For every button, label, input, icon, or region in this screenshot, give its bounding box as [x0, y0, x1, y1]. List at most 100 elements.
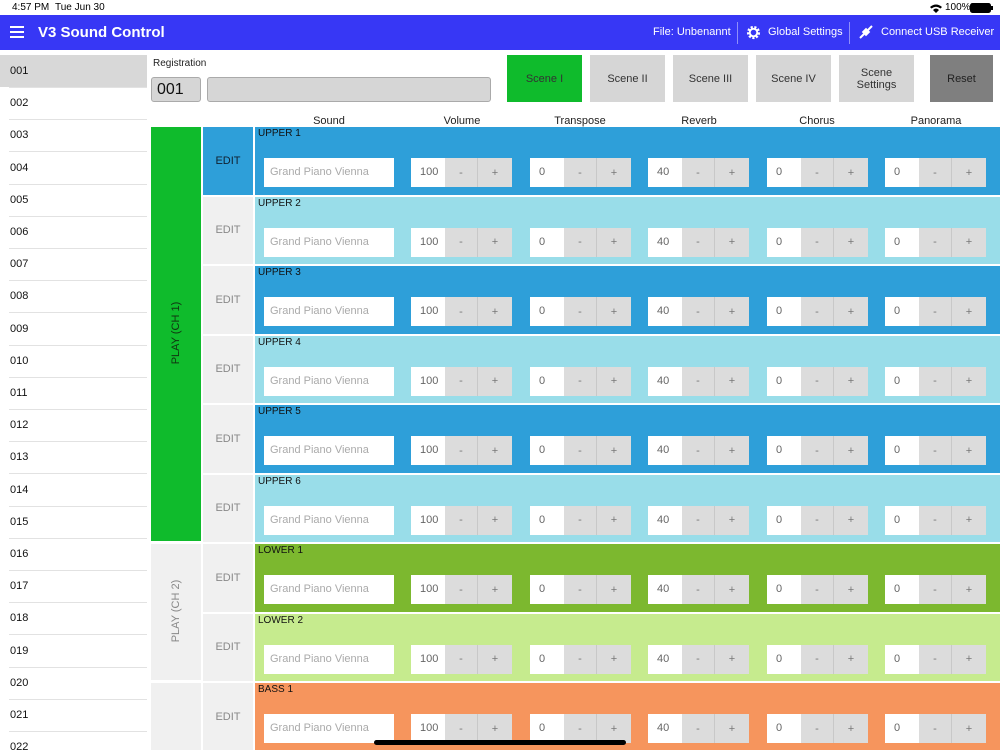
- transpose-value[interactable]: 0: [530, 436, 564, 465]
- volume-value[interactable]: 100: [411, 644, 445, 674]
- minus-button[interactable]: -: [801, 714, 834, 743]
- minus-button[interactable]: -: [564, 436, 597, 465]
- minus-button[interactable]: -: [445, 436, 478, 465]
- minus-button[interactable]: -: [801, 575, 834, 604]
- plus-button[interactable]: +: [597, 505, 631, 535]
- reverb-value[interactable]: 40: [648, 297, 682, 326]
- volume-value[interactable]: 100: [411, 575, 445, 604]
- plus-button[interactable]: +: [478, 575, 512, 604]
- minus-button[interactable]: -: [564, 714, 597, 743]
- minus-button[interactable]: -: [801, 158, 834, 187]
- transpose-value[interactable]: 0: [530, 297, 564, 326]
- minus-button[interactable]: -: [564, 158, 597, 187]
- plus-button[interactable]: +: [478, 297, 512, 326]
- plus-button[interactable]: +: [597, 366, 631, 396]
- plus-button[interactable]: +: [715, 575, 749, 604]
- minus-button[interactable]: -: [801, 227, 834, 257]
- volume-value[interactable]: 100: [411, 227, 445, 257]
- plus-button[interactable]: +: [834, 297, 868, 326]
- scene-button[interactable]: Scene Settings: [839, 55, 914, 102]
- minus-button[interactable]: -: [682, 505, 715, 535]
- reverb-value[interactable]: 40: [648, 505, 682, 535]
- minus-button[interactable]: -: [564, 644, 597, 674]
- minus-button[interactable]: -: [445, 714, 478, 743]
- plus-button[interactable]: +: [478, 436, 512, 465]
- sidebar-item[interactable]: 005: [10, 193, 29, 206]
- plus-button[interactable]: +: [834, 505, 868, 535]
- panorama-value[interactable]: 0: [885, 644, 919, 674]
- minus-button[interactable]: -: [445, 575, 478, 604]
- volume-value[interactable]: 100: [411, 366, 445, 396]
- chorus-value[interactable]: 0: [767, 505, 801, 535]
- sound-field[interactable]: Grand Piano Vienna: [264, 297, 394, 326]
- minus-button[interactable]: -: [564, 505, 597, 535]
- minus-button[interactable]: -: [445, 227, 478, 257]
- panorama-value[interactable]: 0: [885, 436, 919, 465]
- plus-button[interactable]: +: [952, 575, 986, 604]
- plus-button[interactable]: +: [478, 366, 512, 396]
- reverb-value[interactable]: 40: [648, 644, 682, 674]
- chorus-value[interactable]: 0: [767, 575, 801, 604]
- minus-button[interactable]: -: [445, 366, 478, 396]
- plus-button[interactable]: +: [834, 436, 868, 465]
- minus-button[interactable]: -: [564, 366, 597, 396]
- minus-button[interactable]: -: [682, 227, 715, 257]
- plus-button[interactable]: +: [478, 227, 512, 257]
- minus-button[interactable]: -: [682, 575, 715, 604]
- volume-value[interactable]: 100: [411, 714, 445, 743]
- plus-button[interactable]: +: [715, 158, 749, 187]
- registration-number[interactable]: 001: [151, 77, 201, 102]
- minus-button[interactable]: -: [682, 714, 715, 743]
- connect-usb[interactable]: Connect USB Receiver: [881, 26, 995, 38]
- transpose-value[interactable]: 0: [530, 158, 564, 187]
- edit-button[interactable]: EDIT: [203, 544, 253, 612]
- plus-button[interactable]: +: [834, 366, 868, 396]
- minus-button[interactable]: -: [445, 297, 478, 326]
- plus-button[interactable]: +: [952, 158, 986, 187]
- minus-button[interactable]: -: [919, 714, 952, 743]
- chorus-value[interactable]: 0: [767, 366, 801, 396]
- plus-button[interactable]: +: [715, 436, 749, 465]
- plus-button[interactable]: +: [952, 644, 986, 674]
- minus-button[interactable]: -: [919, 227, 952, 257]
- edit-button[interactable]: EDIT: [203, 266, 253, 334]
- minus-button[interactable]: -: [445, 505, 478, 535]
- panorama-value[interactable]: 0: [885, 575, 919, 604]
- sidebar-item[interactable]: 018: [10, 612, 29, 625]
- volume-value[interactable]: 100: [411, 436, 445, 465]
- edit-button[interactable]: EDIT: [203, 335, 253, 403]
- sidebar-item[interactable]: 015: [10, 515, 29, 528]
- sidebar-item[interactable]: 006: [10, 226, 29, 238]
- panorama-value[interactable]: 0: [885, 366, 919, 396]
- minus-button[interactable]: -: [919, 644, 952, 674]
- plus-button[interactable]: +: [834, 714, 868, 743]
- minus-button[interactable]: -: [564, 575, 597, 604]
- plus-button[interactable]: +: [715, 227, 749, 257]
- plus-button[interactable]: +: [834, 227, 868, 257]
- edit-button[interactable]: EDIT: [203, 683, 253, 750]
- minus-button[interactable]: -: [801, 366, 834, 396]
- panorama-value[interactable]: 0: [885, 505, 919, 535]
- sidebar-item[interactable]: 017: [10, 580, 29, 593]
- chorus-value[interactable]: 0: [767, 644, 801, 674]
- minus-button[interactable]: -: [445, 158, 478, 187]
- edit-button[interactable]: EDIT: [203, 196, 253, 264]
- minus-button[interactable]: -: [445, 644, 478, 674]
- plus-button[interactable]: +: [834, 644, 868, 674]
- transpose-value[interactable]: 0: [530, 575, 564, 604]
- plus-button[interactable]: +: [597, 575, 631, 604]
- panorama-value[interactable]: 0: [885, 227, 919, 257]
- sidebar-item[interactable]: 019: [10, 644, 29, 657]
- minus-button[interactable]: -: [919, 575, 952, 604]
- transpose-value[interactable]: 0: [530, 714, 564, 743]
- sidebar-item[interactable]: 012: [10, 419, 29, 432]
- panorama-value[interactable]: 0: [885, 158, 919, 187]
- transpose-value[interactable]: 0: [530, 644, 564, 674]
- reverb-value[interactable]: 40: [648, 227, 682, 257]
- plus-button[interactable]: +: [952, 297, 986, 326]
- sound-field[interactable]: Grand Piano Vienna: [264, 505, 394, 535]
- plus-button[interactable]: +: [715, 644, 749, 674]
- scene-button[interactable]: Scene I: [507, 55, 582, 102]
- file-name[interactable]: File: Unbenannt: [653, 26, 731, 38]
- plus-button[interactable]: +: [952, 714, 986, 743]
